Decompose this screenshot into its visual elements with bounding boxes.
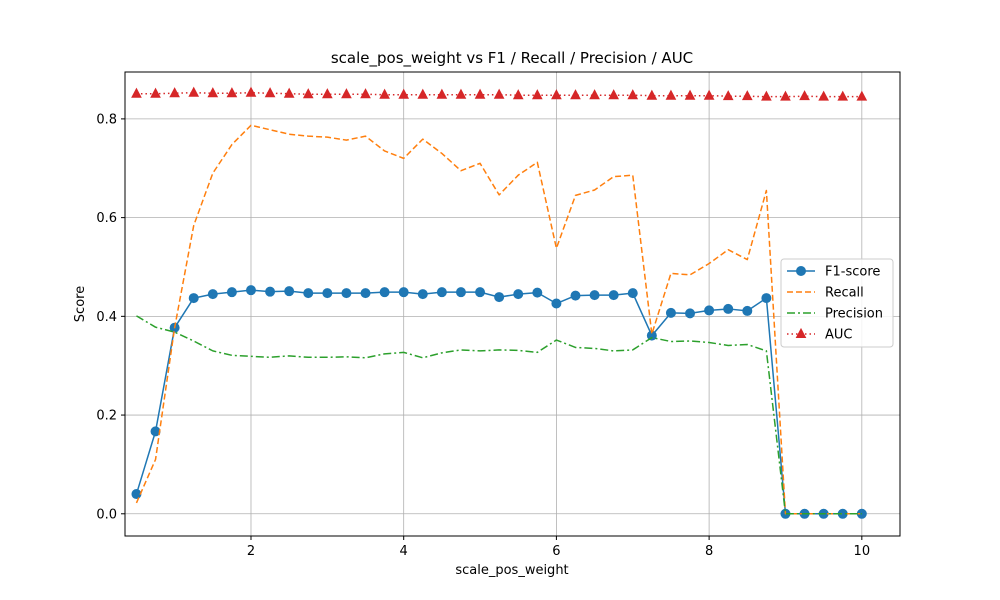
data-point-f1-score xyxy=(417,289,428,300)
series-auc xyxy=(131,86,868,101)
y-tick-label: 0.4 xyxy=(96,310,117,325)
data-point-auc xyxy=(131,87,142,98)
data-point-auc xyxy=(608,89,620,100)
x-axis-label: scale_pos_weight xyxy=(455,563,568,578)
data-point-f1-score xyxy=(341,288,352,299)
data-point-f1-score xyxy=(570,290,581,301)
data-point-auc xyxy=(302,88,314,99)
x-tick-label: 2 xyxy=(247,544,255,559)
plot-frame xyxy=(124,71,901,537)
data-point-f1-score xyxy=(475,287,486,298)
data-point-f1-score xyxy=(532,287,543,298)
data-point-auc xyxy=(837,90,849,101)
data-point-auc xyxy=(512,89,524,100)
legend-box xyxy=(780,258,894,348)
data-point-auc xyxy=(398,88,410,99)
data-point-f1-score xyxy=(665,307,676,318)
x-tick-label: 4 xyxy=(400,544,408,559)
data-point-auc xyxy=(379,88,390,99)
legend-label-precision: Precision xyxy=(825,307,883,322)
legend-marker-auc xyxy=(795,327,807,338)
data-point-auc xyxy=(570,89,581,100)
data-point-auc xyxy=(322,88,333,99)
data-point-auc xyxy=(703,89,715,100)
y-tick-label: 0.8 xyxy=(96,112,117,127)
legend-label-recall: Recall xyxy=(825,286,864,301)
data-point-auc xyxy=(169,87,180,98)
series-layer xyxy=(131,86,868,519)
data-point-auc xyxy=(207,87,219,98)
x-tick-label: 8 xyxy=(705,544,713,559)
x-tick-label: 10 xyxy=(854,544,871,559)
data-point-f1-score xyxy=(723,303,734,314)
data-point-auc xyxy=(818,90,829,101)
data-point-f1-score xyxy=(551,298,562,309)
data-point-f1-score xyxy=(303,288,314,299)
y-axis-label: Score xyxy=(73,286,88,322)
y-tick-label: 0.0 xyxy=(96,507,117,522)
data-point-f1-score xyxy=(513,289,524,300)
data-point-auc xyxy=(417,88,429,99)
data-point-f1-score xyxy=(207,289,218,300)
legend-label-auc: AUC xyxy=(825,328,853,343)
data-point-auc xyxy=(761,90,772,101)
data-point-auc xyxy=(360,88,371,99)
data-point-f1-score xyxy=(245,285,256,296)
series-recall xyxy=(135,124,862,515)
data-point-f1-score xyxy=(494,292,505,303)
data-point-auc xyxy=(780,90,791,101)
data-point-f1-score xyxy=(360,288,371,299)
data-point-auc xyxy=(627,89,639,100)
data-point-auc xyxy=(188,86,200,97)
data-point-auc xyxy=(646,89,658,100)
axis-ticks: 2 4 6 8 10 0.0 0.2 0.4 0.6 0.8 xyxy=(96,112,870,559)
data-point-auc xyxy=(589,89,600,100)
data-point-auc xyxy=(474,88,486,99)
chart-title: scale_pos_weight vs F1 / Recall / Precis… xyxy=(331,49,693,68)
data-point-auc xyxy=(493,88,505,99)
series-line-recall xyxy=(135,124,862,515)
data-point-auc xyxy=(741,90,753,101)
data-point-auc xyxy=(799,90,810,101)
data-point-f1-score xyxy=(627,288,638,299)
data-point-f1-score xyxy=(704,305,715,316)
data-point-f1-score xyxy=(455,287,466,298)
data-point-auc xyxy=(531,89,543,100)
data-point-f1-score xyxy=(685,308,696,319)
data-point-auc xyxy=(283,87,295,98)
legend-label-f1-score: F1-score xyxy=(825,265,880,280)
data-point-f1-score xyxy=(322,288,333,299)
data-point-f1-score xyxy=(284,286,295,297)
legend: F1-score Recall Precision AUC xyxy=(780,258,894,348)
data-point-auc xyxy=(551,89,562,100)
y-tick-label: 0.2 xyxy=(96,409,117,424)
legend-marker-f1-score xyxy=(796,266,806,276)
data-point-auc xyxy=(684,89,696,100)
data-point-f1-score xyxy=(226,287,237,298)
data-point-auc xyxy=(245,86,257,97)
data-point-f1-score xyxy=(589,290,600,301)
data-point-auc xyxy=(722,90,734,101)
data-point-auc xyxy=(341,88,352,99)
data-point-auc xyxy=(665,89,677,100)
data-point-auc xyxy=(856,90,868,101)
data-point-f1-score xyxy=(608,290,619,301)
data-point-f1-score xyxy=(398,287,409,298)
data-point-auc xyxy=(455,88,467,99)
data-point-auc xyxy=(436,88,448,99)
data-point-f1-score xyxy=(265,286,276,297)
y-tick-label: 0.6 xyxy=(96,211,117,226)
data-point-f1-score xyxy=(188,293,199,304)
series-line-precision xyxy=(136,315,862,515)
series-precision xyxy=(136,315,862,515)
data-point-f1-score xyxy=(436,287,447,298)
data-point-f1-score xyxy=(761,293,772,304)
data-point-f1-score xyxy=(379,287,390,298)
data-point-f1-score xyxy=(742,305,753,316)
data-point-auc xyxy=(226,87,238,98)
data-point-auc xyxy=(264,87,276,98)
x-tick-label: 6 xyxy=(552,544,560,559)
data-point-auc xyxy=(150,87,161,98)
